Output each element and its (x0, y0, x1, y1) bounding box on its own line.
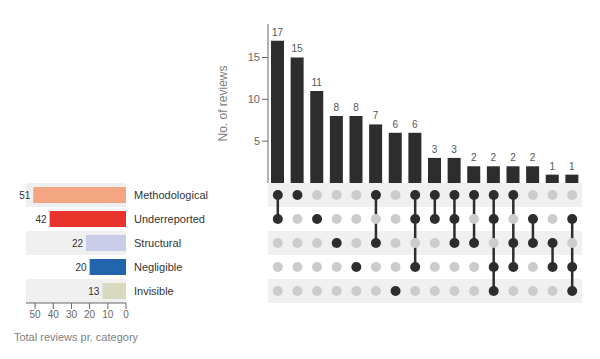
svg-text:2: 2 (530, 152, 536, 163)
svg-text:17: 17 (272, 27, 284, 38)
svg-text:51: 51 (19, 190, 31, 201)
svg-text:22: 22 (72, 238, 84, 249)
svg-text:6: 6 (392, 119, 398, 130)
svg-text:20: 20 (84, 309, 96, 320)
svg-text:Negligible: Negligible (134, 261, 182, 273)
svg-text:No. of reviews: No. of reviews (218, 65, 230, 141)
svg-text:1: 1 (569, 161, 575, 172)
svg-text:8: 8 (334, 102, 340, 113)
svg-text:5: 5 (254, 135, 260, 147)
svg-text:1: 1 (549, 161, 555, 172)
svg-text:Structural: Structural (134, 237, 181, 249)
svg-text:3: 3 (432, 144, 438, 155)
svg-text:50: 50 (30, 309, 42, 320)
svg-text:Total reviews pr. category: Total reviews pr. category (14, 331, 139, 343)
svg-text:6: 6 (412, 119, 418, 130)
svg-text:Underreported: Underreported (134, 213, 205, 225)
svg-text:2: 2 (491, 152, 497, 163)
svg-text:0: 0 (123, 309, 129, 320)
svg-text:10: 10 (102, 309, 114, 320)
svg-text:Invisible: Invisible (134, 285, 174, 297)
svg-text:2: 2 (510, 152, 516, 163)
svg-text:40: 40 (48, 309, 60, 320)
svg-text:2: 2 (471, 152, 477, 163)
svg-text:Methodological: Methodological (134, 189, 208, 201)
svg-text:13: 13 (88, 286, 100, 297)
svg-text:8: 8 (353, 102, 359, 113)
svg-text:7: 7 (373, 110, 379, 121)
svg-text:15: 15 (292, 43, 304, 54)
svg-text:3: 3 (451, 144, 457, 155)
svg-text:10: 10 (248, 93, 260, 105)
svg-text:15: 15 (248, 51, 260, 63)
svg-text:30: 30 (66, 309, 78, 320)
svg-text:42: 42 (36, 214, 48, 225)
svg-text:11: 11 (312, 77, 323, 88)
svg-text:20: 20 (76, 262, 88, 273)
